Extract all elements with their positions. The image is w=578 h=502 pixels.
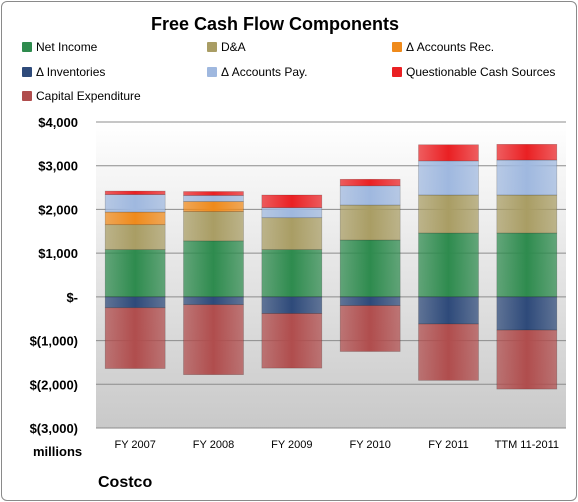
y-tick-label: $(2,000) [30,377,78,392]
legend-label-capex: Capital Expenditure [36,89,141,103]
legend-item-inventories: Δ Inventories [22,65,105,79]
bar-segment [261,217,323,250]
bar-segment [261,313,323,369]
legend-item-accounts-rec: Δ Accounts Rec. [392,40,494,54]
legend-label-inventories: Δ Inventories [36,65,106,79]
legend-label-net-income: Net Income [36,40,98,54]
legend-item-capex: Capital Expenditure [22,89,141,103]
bar-segment [496,159,558,196]
x-tick-label: FY 2008 [193,439,234,451]
plot-background [96,122,566,428]
bar-segment [183,201,244,212]
y-tick-label: $(1,000) [30,334,78,349]
bar-segment [496,194,558,234]
legend-swatch-inventories [22,67,32,77]
bar-segment [339,178,401,187]
company-label: Costco [98,474,153,491]
bar-segment [183,191,244,196]
bar-segment [104,224,166,250]
bar-segment [261,194,323,208]
bar-segment [104,190,166,195]
plot-area-group: $4,000 $3,000 $2,000 $1,000 $- $(1,000) $(2,00… [30,115,566,451]
x-tick-label: FY 2009 [271,439,312,451]
bar-segment [496,329,558,390]
legend-swatch-accounts-pay [207,67,217,77]
chart-legend: Net Income D&A Δ Accounts Rec. Δ Invento… [22,40,576,108]
chart-title: Free Cash Flow Components [150,14,400,34]
legend-item-net-income: Net Income [22,40,97,54]
x-tick-label: FY 2011 [428,439,469,451]
bar-segment [418,323,479,381]
bar-segment [418,296,479,325]
y-tick-label: $- [66,290,78,305]
bar-segment [339,204,401,241]
bar-segment [104,296,166,309]
bar-segment [104,307,166,369]
legend-swatch-questionable-cash [392,67,402,77]
bar-segment [261,207,323,219]
legend-swatch-accounts-rec [392,42,402,52]
legend-item-questionable-cash: Questionable Cash Sources [392,65,555,79]
bar-segment [339,185,401,206]
x-tick-label: TTM 11-2011 [495,439,559,451]
bar-segment [496,232,558,298]
y-tick-label: $1,000 [38,246,78,261]
bar-segment [418,160,479,196]
bar-segment [183,304,244,375]
bar-segment [261,296,323,314]
bar-segment [183,195,244,202]
bar-segment [418,144,479,162]
bar-segment [339,239,401,298]
y-tick-label: $(3,000) [30,421,78,436]
legend-label-accounts-pay: Δ Accounts Pay. [221,65,308,79]
y-tick-label: $2,000 [38,202,78,217]
bar-segment [104,249,166,298]
legend-swatch-net-income [22,42,32,52]
bar-segment [418,232,479,298]
legend-label-da: D&A [221,40,246,54]
bar-segment [104,194,166,213]
x-tick-label: FY 2007 [114,439,155,451]
bar-segment [496,296,558,331]
bar-segment [418,194,479,234]
bar-segment [261,249,323,298]
legend-label-questionable-cash: Questionable Cash Sources [406,65,556,79]
bar-segment [339,296,401,306]
bar-segment [183,240,244,298]
bar-segment [183,211,244,242]
y-tick-label: $4,000 [38,115,78,130]
bar-segment [104,211,166,226]
y-tick-label: $3,000 [38,159,78,174]
bar-segment [183,296,244,306]
legend-item-accounts-pay: Δ Accounts Pay. [207,65,308,79]
x-tick-label: FY 2010 [349,439,390,451]
legend-label-accounts-rec: Δ Accounts Rec. [406,40,495,54]
y-axis-unit-label: millions [33,444,83,459]
bar-segment [496,143,558,161]
legend-swatch-capex [22,91,32,101]
legend-swatch-da [207,42,217,52]
legend-item-da: D&A [207,40,246,54]
bar-segment [339,305,401,352]
